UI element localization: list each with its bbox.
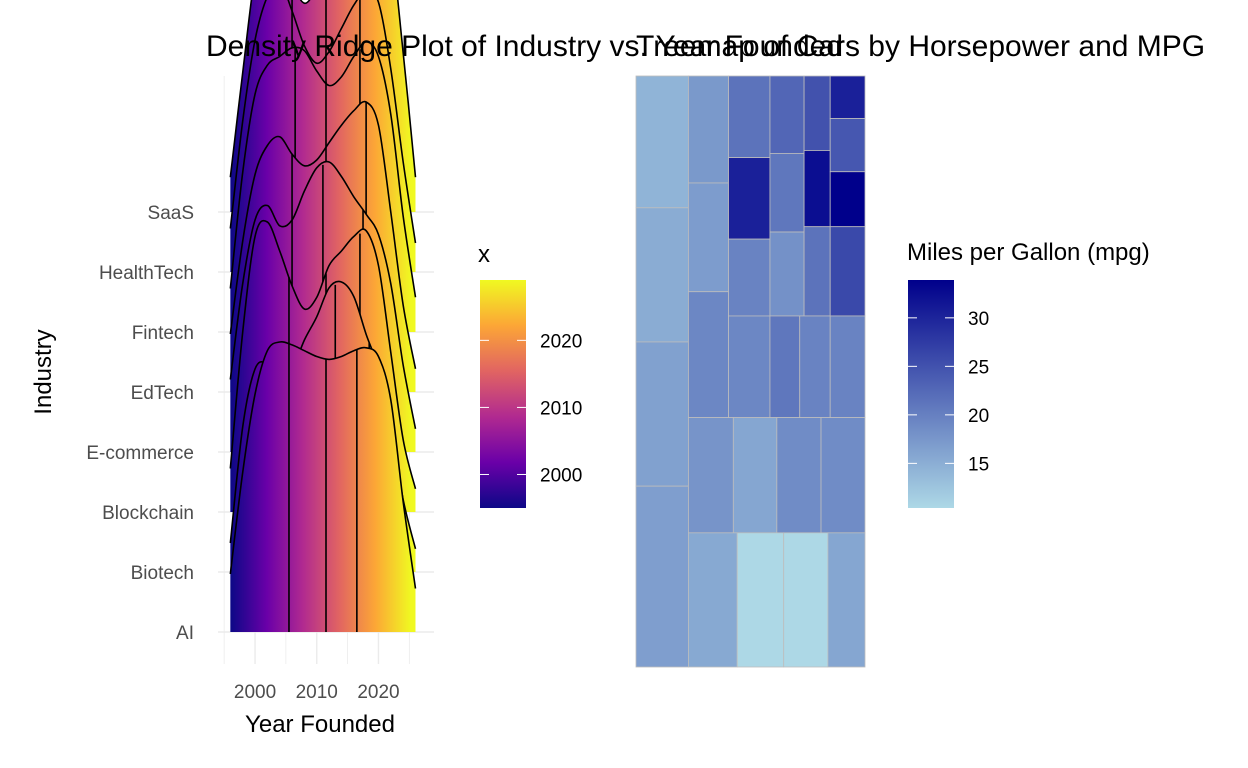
fill-legend-title: x bbox=[478, 241, 490, 268]
treemap-tile bbox=[728, 75, 771, 158]
treemap-tile bbox=[688, 532, 738, 668]
treemap-tile bbox=[769, 153, 805, 233]
treemap-tile bbox=[803, 226, 831, 317]
treemap-tile bbox=[732, 417, 778, 534]
ridge-y-tick-label: E-commerce bbox=[86, 443, 194, 464]
fill-legend-tick-label: 2000 bbox=[540, 465, 582, 486]
fill-legend-colorbar bbox=[480, 280, 526, 508]
ridge-y-axis-label: Industry bbox=[30, 329, 57, 414]
treemap-tile bbox=[829, 171, 866, 228]
treemap-tile bbox=[635, 485, 689, 668]
treemap-panel: Miles per Gallon (mpg) 15 20 25 30 bbox=[635, 75, 1150, 668]
ridge-outline bbox=[229, 160, 417, 429]
mpg-legend-tick-label: 25 bbox=[968, 357, 989, 378]
treemap-tile bbox=[829, 315, 866, 418]
treemap-tile bbox=[635, 75, 689, 209]
ridge-x-tick-label: 2010 bbox=[296, 682, 338, 703]
ridge-outline bbox=[229, 0, 417, 244]
mpg-legend-title: Miles per Gallon (mpg) bbox=[907, 239, 1150, 266]
treemap-tile bbox=[736, 532, 785, 668]
ridge-ai bbox=[229, 340, 417, 632]
ridge-x-tick-label: 2020 bbox=[357, 682, 399, 703]
ridge-y-tick-label: Blockchain bbox=[102, 503, 194, 524]
fill-legend: x 2000 2010 2020 bbox=[478, 241, 582, 508]
treemap-tile bbox=[829, 118, 866, 173]
treemap-tile bbox=[688, 75, 729, 184]
treemap-tile bbox=[803, 150, 831, 228]
mpg-legend-ticks: 15 20 25 30 bbox=[908, 309, 989, 475]
fill-legend-tick-label: 2020 bbox=[540, 331, 582, 352]
treemap-tile bbox=[827, 532, 866, 668]
ridge-outline bbox=[229, 41, 417, 298]
fill-legend-ticks: 2000 2010 2020 bbox=[480, 331, 582, 486]
mpg-legend-colorbar bbox=[908, 280, 954, 508]
treemap-tile bbox=[829, 75, 866, 119]
ridge-y-tick-label: Biotech bbox=[131, 563, 194, 584]
fill-legend-tick-label: 2010 bbox=[540, 398, 582, 419]
treemap-tile bbox=[783, 532, 829, 668]
treemap-tile bbox=[728, 238, 771, 329]
ridge-x-tick-labels: 2000 2010 2020 bbox=[234, 682, 400, 703]
treemap-tile bbox=[799, 315, 831, 418]
mpg-legend-tick-label: 30 bbox=[968, 309, 989, 330]
mpg-legend-tick-label: 15 bbox=[968, 454, 989, 475]
ridge-outline bbox=[229, 219, 417, 489]
ridge-x-axis-label: Year Founded bbox=[245, 711, 395, 738]
treemap-tiles bbox=[635, 75, 866, 668]
treemap-tile bbox=[728, 315, 771, 418]
ridge-y-tick-label: AI bbox=[176, 623, 194, 644]
ridge-y-tick-label: HealthTech bbox=[99, 263, 194, 284]
ridge-plot-title: Density Ridge Plot of Industry vs. Year … bbox=[206, 30, 843, 63]
ridge-outline bbox=[229, 340, 417, 589]
treemap-tile bbox=[635, 207, 689, 343]
ridge-y-tick-label: EdTech bbox=[131, 383, 194, 404]
treemap-tile bbox=[776, 417, 822, 534]
treemap-tile bbox=[769, 75, 805, 154]
treemap-tile bbox=[688, 291, 729, 418]
treemap-tile bbox=[635, 341, 689, 487]
treemap-tile bbox=[829, 226, 866, 317]
treemap-tile bbox=[820, 417, 866, 534]
treemap-tile bbox=[769, 231, 805, 317]
ridge-densities bbox=[229, 0, 417, 632]
treemap-title: Treemap of Cars by Horsepower and MPG bbox=[636, 30, 1205, 63]
mpg-legend: Miles per Gallon (mpg) 15 20 25 30 bbox=[907, 239, 1150, 508]
treemap-tile bbox=[769, 315, 801, 418]
treemap-tile bbox=[728, 157, 771, 240]
ridge-plot-panel: AI Biotech Blockchain E-commerce EdTech Finte… bbox=[30, 0, 582, 738]
ridge-area bbox=[230, 341, 416, 632]
ridge-y-tick-label: Fintech bbox=[132, 323, 194, 344]
ridge-outline bbox=[229, 100, 417, 369]
mpg-legend-tick-label: 20 bbox=[968, 406, 989, 427]
ridge-y-tick-labels: AI Biotech Blockchain E-commerce EdTech Finte… bbox=[86, 203, 194, 644]
treemap-tile bbox=[688, 417, 734, 534]
treemap-tile bbox=[688, 182, 729, 293]
treemap-tile bbox=[803, 75, 831, 151]
ridge-y-tick-label: SaaS bbox=[148, 203, 194, 224]
ridge-x-tick-label: 2000 bbox=[234, 682, 276, 703]
